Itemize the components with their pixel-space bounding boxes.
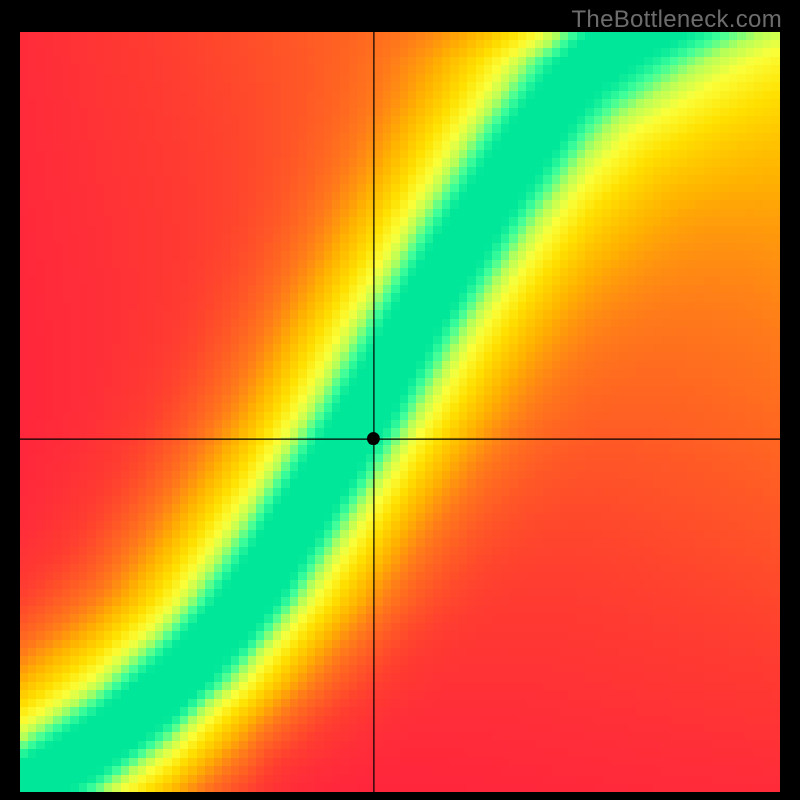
- heatmap-canvas: [20, 32, 780, 792]
- watermark-text: TheBottleneck.com: [571, 6, 782, 34]
- chart-container: TheBottleneck.com: [0, 0, 800, 800]
- heatmap-plot: [20, 32, 780, 792]
